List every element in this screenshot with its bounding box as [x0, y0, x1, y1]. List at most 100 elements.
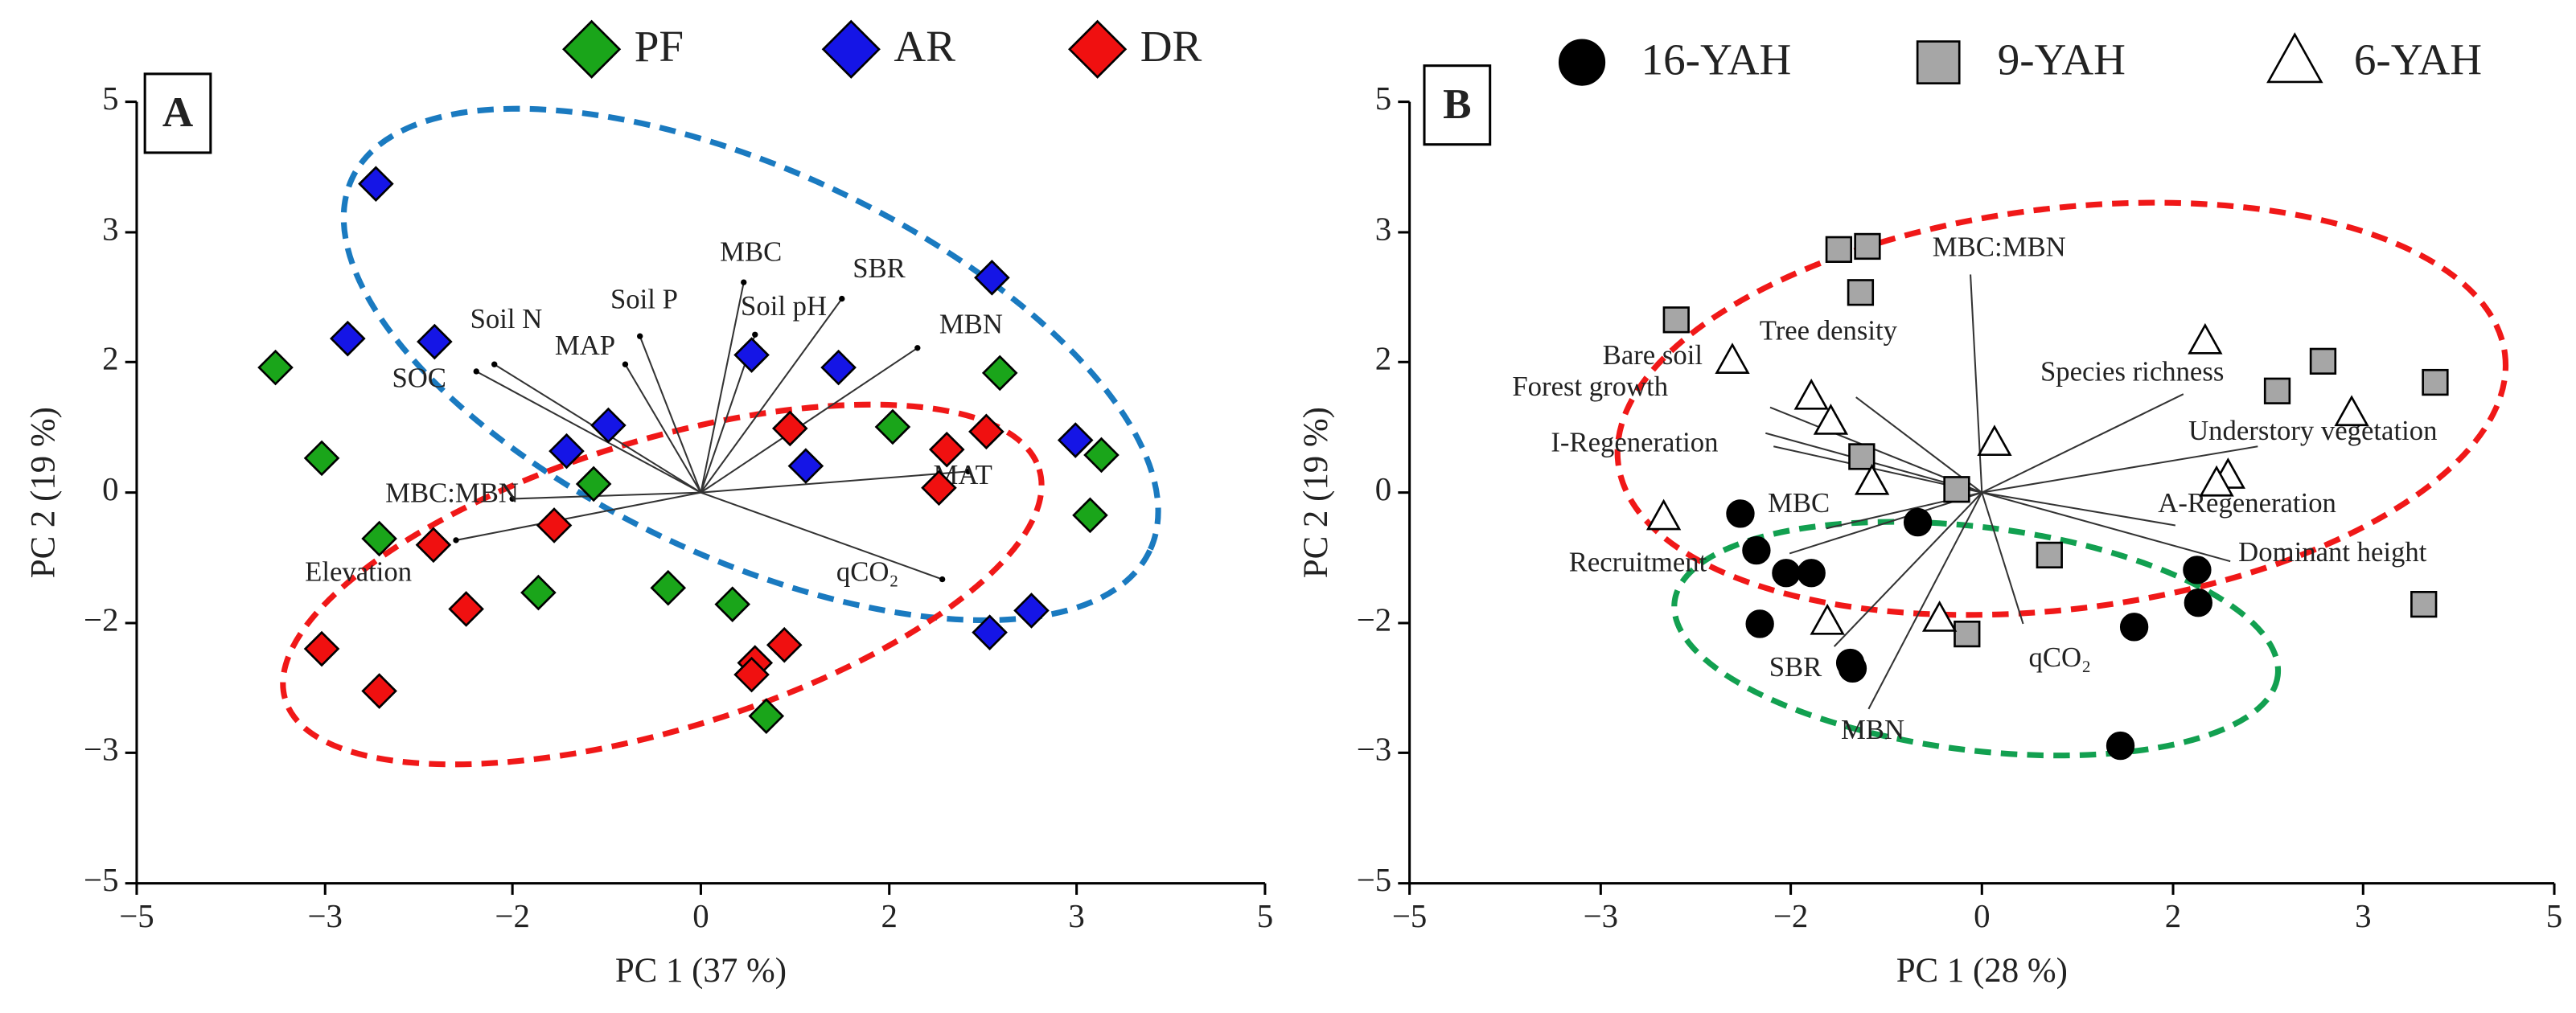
- x-axis-label: PC 1 (37 %): [615, 952, 787, 990]
- point: [575, 465, 612, 502]
- x-tick-label: −2: [1773, 898, 1808, 934]
- point: [748, 698, 785, 734]
- point: [1793, 378, 1829, 410]
- point: [1854, 232, 1881, 260]
- point: [820, 349, 857, 386]
- point: [2106, 731, 2135, 761]
- point: [1013, 593, 1050, 629]
- vector-end: [491, 361, 498, 367]
- x-tick-label: 3: [1068, 898, 1084, 934]
- point: [771, 410, 808, 447]
- legend-marker: [1558, 39, 1606, 86]
- loading-vector: [700, 297, 843, 494]
- point: [1083, 437, 1120, 474]
- legend-label: 9-YAH: [1998, 35, 2126, 84]
- point: [1772, 559, 1801, 588]
- vector-end: [965, 468, 972, 475]
- vector-label: Forest growth: [1512, 371, 1668, 402]
- point: [417, 323, 453, 360]
- vector-label: Soil pH: [741, 290, 827, 322]
- point: [1903, 507, 1933, 537]
- x-tick-label: 2: [2165, 898, 2181, 934]
- loading-vector: [1981, 492, 2024, 625]
- loading-vector: [639, 335, 702, 494]
- vector-label: MBC:MBN: [1933, 231, 2066, 262]
- loading-vector: [512, 491, 701, 500]
- group-ellipse: [1614, 199, 2509, 618]
- y-tick-label: 5: [102, 80, 118, 117]
- legend-marker: [1916, 40, 1961, 84]
- vector-label: SOC: [392, 363, 446, 394]
- loading-vector: [700, 491, 943, 580]
- vector-label: SBR: [1769, 651, 1822, 683]
- loading-vector: [1982, 491, 2231, 563]
- vector-label: MAP: [555, 330, 615, 361]
- point: [257, 349, 294, 386]
- vector-end: [752, 331, 758, 338]
- y-axis-label: PC 2 (19 %): [24, 407, 62, 578]
- panel-label: B: [1443, 81, 1471, 128]
- vector-label: MBC:MBN: [385, 478, 519, 509]
- vector-end: [741, 279, 747, 285]
- legend-label: AR: [894, 22, 955, 71]
- point: [1057, 422, 1094, 458]
- vector-end: [939, 576, 946, 583]
- point: [733, 337, 770, 373]
- loading-vector: [1981, 393, 2184, 494]
- y-tick-label: 2: [102, 341, 118, 377]
- point: [361, 520, 397, 557]
- point: [536, 507, 573, 543]
- vector-label: qCO₂: [836, 556, 899, 588]
- point: [1715, 342, 1750, 374]
- vector-end: [622, 361, 629, 367]
- y-tick-label: −3: [84, 732, 118, 768]
- point: [874, 408, 911, 445]
- point: [650, 569, 687, 606]
- point: [361, 673, 397, 709]
- vector-label: MBN: [1841, 714, 1904, 745]
- vector-end: [637, 333, 643, 339]
- point: [2199, 465, 2234, 497]
- vector-label: I-Regeneration: [1551, 426, 1718, 457]
- panel-label: A: [162, 89, 193, 136]
- y-tick-label: −5: [1357, 862, 1391, 898]
- point: [2309, 347, 2337, 375]
- point: [1813, 404, 1849, 435]
- x-tick-label: −3: [308, 898, 343, 934]
- panel-box: [143, 72, 212, 154]
- vector-label: Understory vegetation: [2188, 415, 2437, 446]
- loading-vector: [700, 347, 918, 494]
- panel-box: [1423, 64, 1492, 146]
- point: [1742, 535, 1771, 565]
- x-tick-label: −5: [119, 898, 154, 934]
- point: [590, 407, 627, 444]
- y-axis-label: PC 2 (19 %): [1297, 407, 1335, 578]
- vector-label: qCO₂: [2028, 642, 2091, 673]
- point: [1810, 603, 1845, 635]
- group-ellipse: [1671, 519, 2282, 759]
- legend-marker: [821, 19, 881, 79]
- point: [303, 630, 340, 667]
- point: [1745, 609, 1774, 638]
- legend-label: PF: [635, 22, 684, 71]
- x-tick-label: 3: [2355, 898, 2371, 934]
- point: [358, 166, 394, 202]
- x-tick-label: 5: [1257, 898, 1273, 934]
- loading-vector: [700, 470, 969, 494]
- legend-label: 16-YAH: [1641, 35, 1792, 84]
- vector-end: [839, 295, 845, 302]
- vector-label: Tree density: [1760, 315, 1898, 347]
- y-tick-label: −2: [84, 601, 118, 638]
- vector-end: [473, 368, 479, 375]
- x-tick-label: −5: [1392, 898, 1427, 934]
- point: [303, 440, 340, 477]
- point: [1854, 463, 1890, 495]
- loading-vector: [700, 281, 745, 493]
- point: [2119, 613, 2149, 642]
- point: [787, 448, 824, 484]
- point: [928, 431, 965, 468]
- point: [974, 260, 1010, 296]
- vector-end: [914, 345, 921, 351]
- x-tick-label: 0: [1974, 898, 1990, 934]
- loading-vector: [1982, 445, 2258, 494]
